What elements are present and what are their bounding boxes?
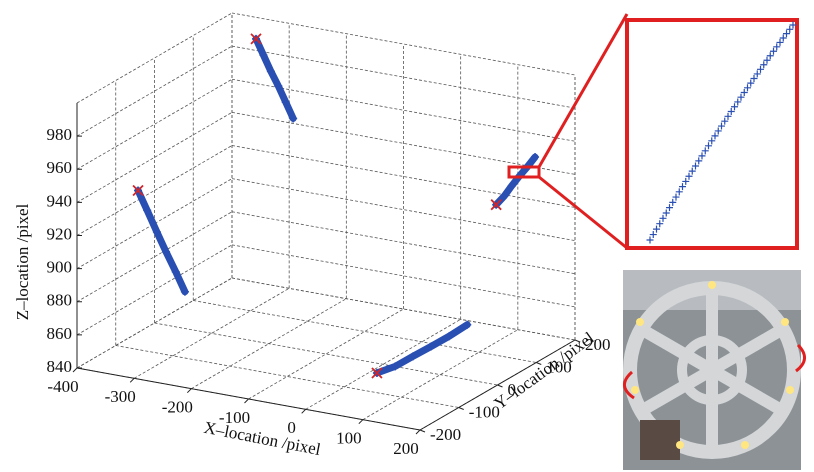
- x-tick-label: -400: [47, 377, 78, 396]
- z-axis-label: Z–location /pixel: [13, 203, 32, 320]
- z-tick-label: 900: [47, 258, 73, 277]
- x-tick: [359, 420, 363, 424]
- x-tick: [416, 430, 420, 434]
- y-tick: [459, 408, 464, 410]
- y-tick-label: 0: [508, 380, 517, 399]
- grid-line: [155, 323, 498, 385]
- x-tick: [187, 389, 191, 393]
- y-tick: [420, 430, 425, 432]
- x-tick-label: -100: [219, 408, 250, 427]
- y-axis-label: Y–location /pixel: [491, 328, 598, 413]
- photo-box: [640, 420, 680, 460]
- trajectory: [256, 39, 293, 119]
- z-tick-label: 940: [47, 191, 73, 210]
- z-tick-label: 980: [47, 125, 73, 144]
- x-tick-label: 100: [336, 429, 362, 448]
- y-tick-label: 200: [585, 335, 611, 354]
- zoom-connector: [539, 177, 627, 248]
- zoom-inset: [509, 14, 797, 248]
- z-tick-label: 860: [47, 324, 73, 343]
- x-tick-label: -300: [105, 387, 136, 406]
- y-tick-label: 100: [546, 357, 572, 376]
- photo: [623, 270, 805, 470]
- z-tick-label: 960: [47, 158, 73, 177]
- x-tick: [245, 399, 249, 403]
- z-tick-label: 840: [47, 357, 73, 376]
- x-tick-label: -200: [162, 398, 193, 417]
- plot-area: [73, 13, 580, 434]
- x-tick-label: 200: [393, 439, 419, 458]
- zoom-box: [627, 20, 797, 248]
- z-tick-label: 920: [47, 224, 73, 243]
- zoom-connector: [539, 14, 627, 167]
- x-tick: [73, 368, 77, 372]
- box-edge: [232, 13, 575, 75]
- trajectory: [377, 325, 467, 373]
- y-tick-label: -100: [469, 402, 500, 421]
- trajectory: [138, 191, 185, 292]
- grid-line: [134, 288, 289, 378]
- x-tick: [302, 409, 306, 413]
- trajectory: [496, 157, 535, 205]
- x-tick-label: 0: [287, 418, 296, 437]
- z-tick-label: 880: [47, 291, 73, 310]
- grid-line: [249, 309, 404, 399]
- chart: Z–location /pixel X–location /pixel Y–lo…: [0, 0, 814, 472]
- y-tick: [498, 385, 503, 387]
- y-tick-label: -200: [430, 425, 461, 444]
- x-tick: [130, 378, 134, 382]
- box-edge: [77, 13, 232, 103]
- grid-line: [193, 301, 536, 363]
